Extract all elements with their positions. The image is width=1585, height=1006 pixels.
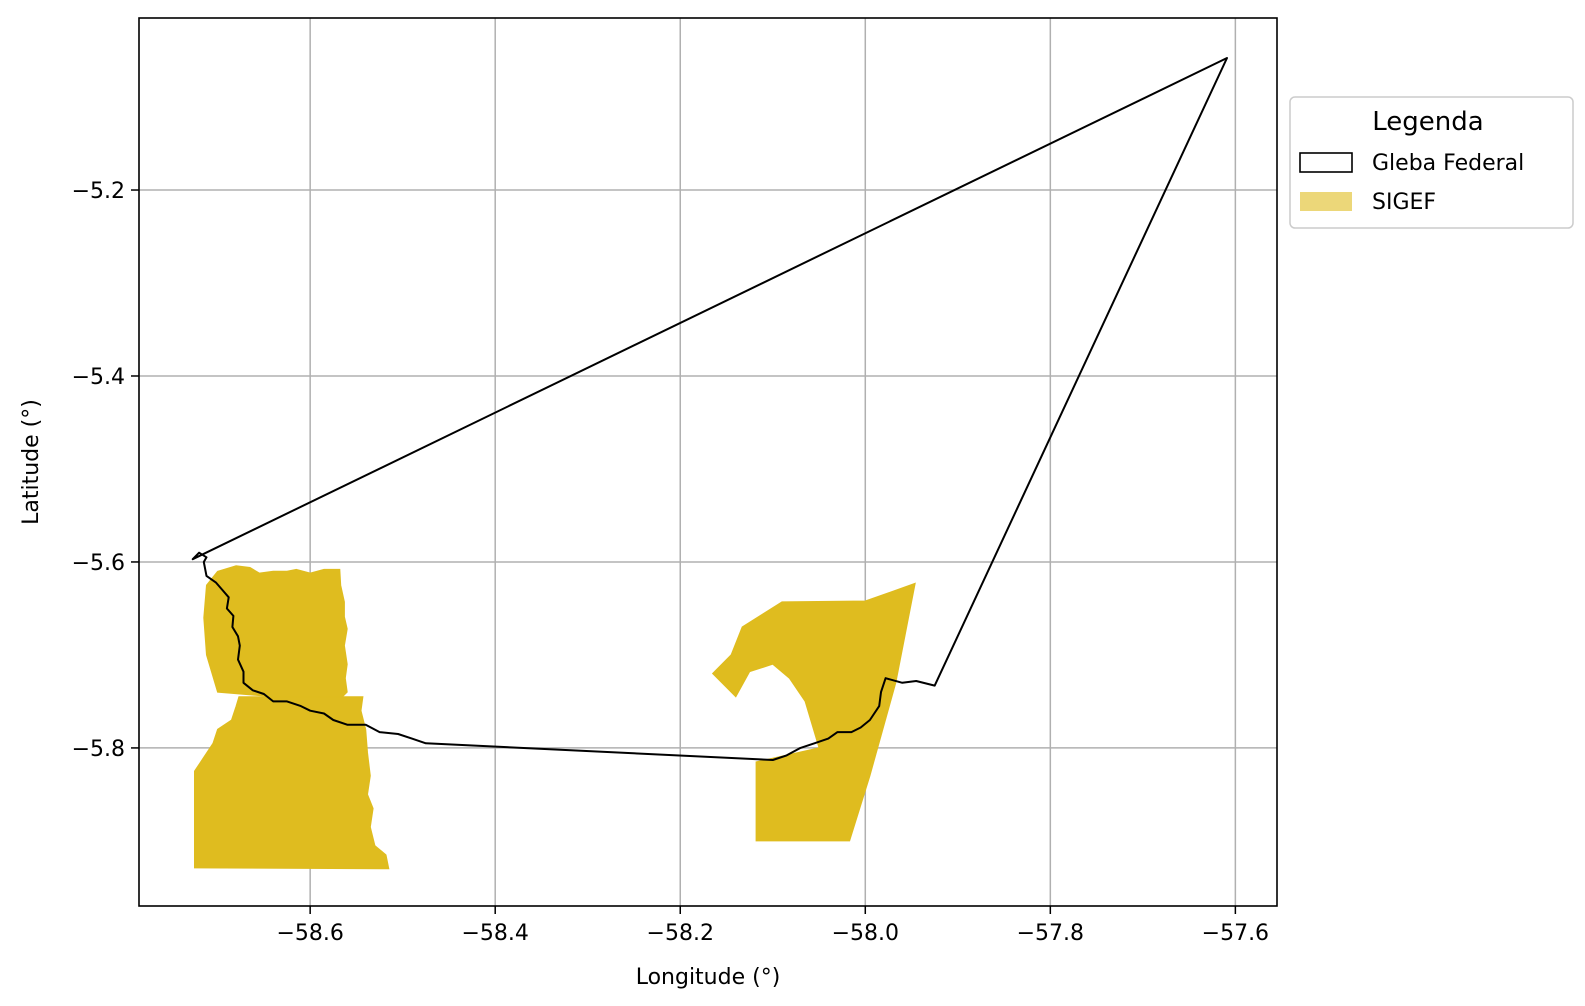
legend-gleba-federal-label: Gleba Federal xyxy=(1372,151,1524,176)
legend-sigef-swatch xyxy=(1300,192,1352,211)
legend-gleba-federal-swatch xyxy=(1299,152,1353,173)
x-tick-label: −57.6 xyxy=(1202,921,1269,946)
legend-sigef-label: SIGEF xyxy=(1372,190,1436,215)
x-axis-label: Longitude (°) xyxy=(636,965,781,990)
sigef-parcel xyxy=(711,582,916,842)
x-tick-label: −58.6 xyxy=(276,921,343,946)
legend-frame xyxy=(1289,96,1574,229)
sigef-layer xyxy=(194,565,916,870)
y-tick-label: −5.8 xyxy=(72,737,125,762)
sigef-parcel xyxy=(203,565,348,698)
x-tick-label: −58.0 xyxy=(832,921,899,946)
grid-lines xyxy=(139,18,1277,906)
x-tick-label: −57.8 xyxy=(1017,921,1084,946)
legend: Legenda Gleba Federal SIGEF xyxy=(1289,96,1574,229)
y-tick-label: −5.6 xyxy=(72,551,125,576)
y-tick-label: −5.2 xyxy=(72,179,125,204)
y-tick-label: −5.4 xyxy=(72,365,125,390)
sigef-parcel xyxy=(194,696,390,870)
plot-frame xyxy=(138,17,1278,907)
gleba-federal-layer xyxy=(191,57,1228,761)
x-tick-label: −58.2 xyxy=(647,921,714,946)
x-tick-label: −58.4 xyxy=(461,921,528,946)
legend-title: Legenda xyxy=(1372,107,1483,137)
axis-ticks: −58.6 −58.4 −58.2 −58.0 −57.8 −57.6 −5.2 −5.4 −5… xyxy=(72,179,1269,946)
y-axis-label: Latitude (°) xyxy=(19,399,44,525)
gleba-federal-boundary xyxy=(191,57,1228,761)
